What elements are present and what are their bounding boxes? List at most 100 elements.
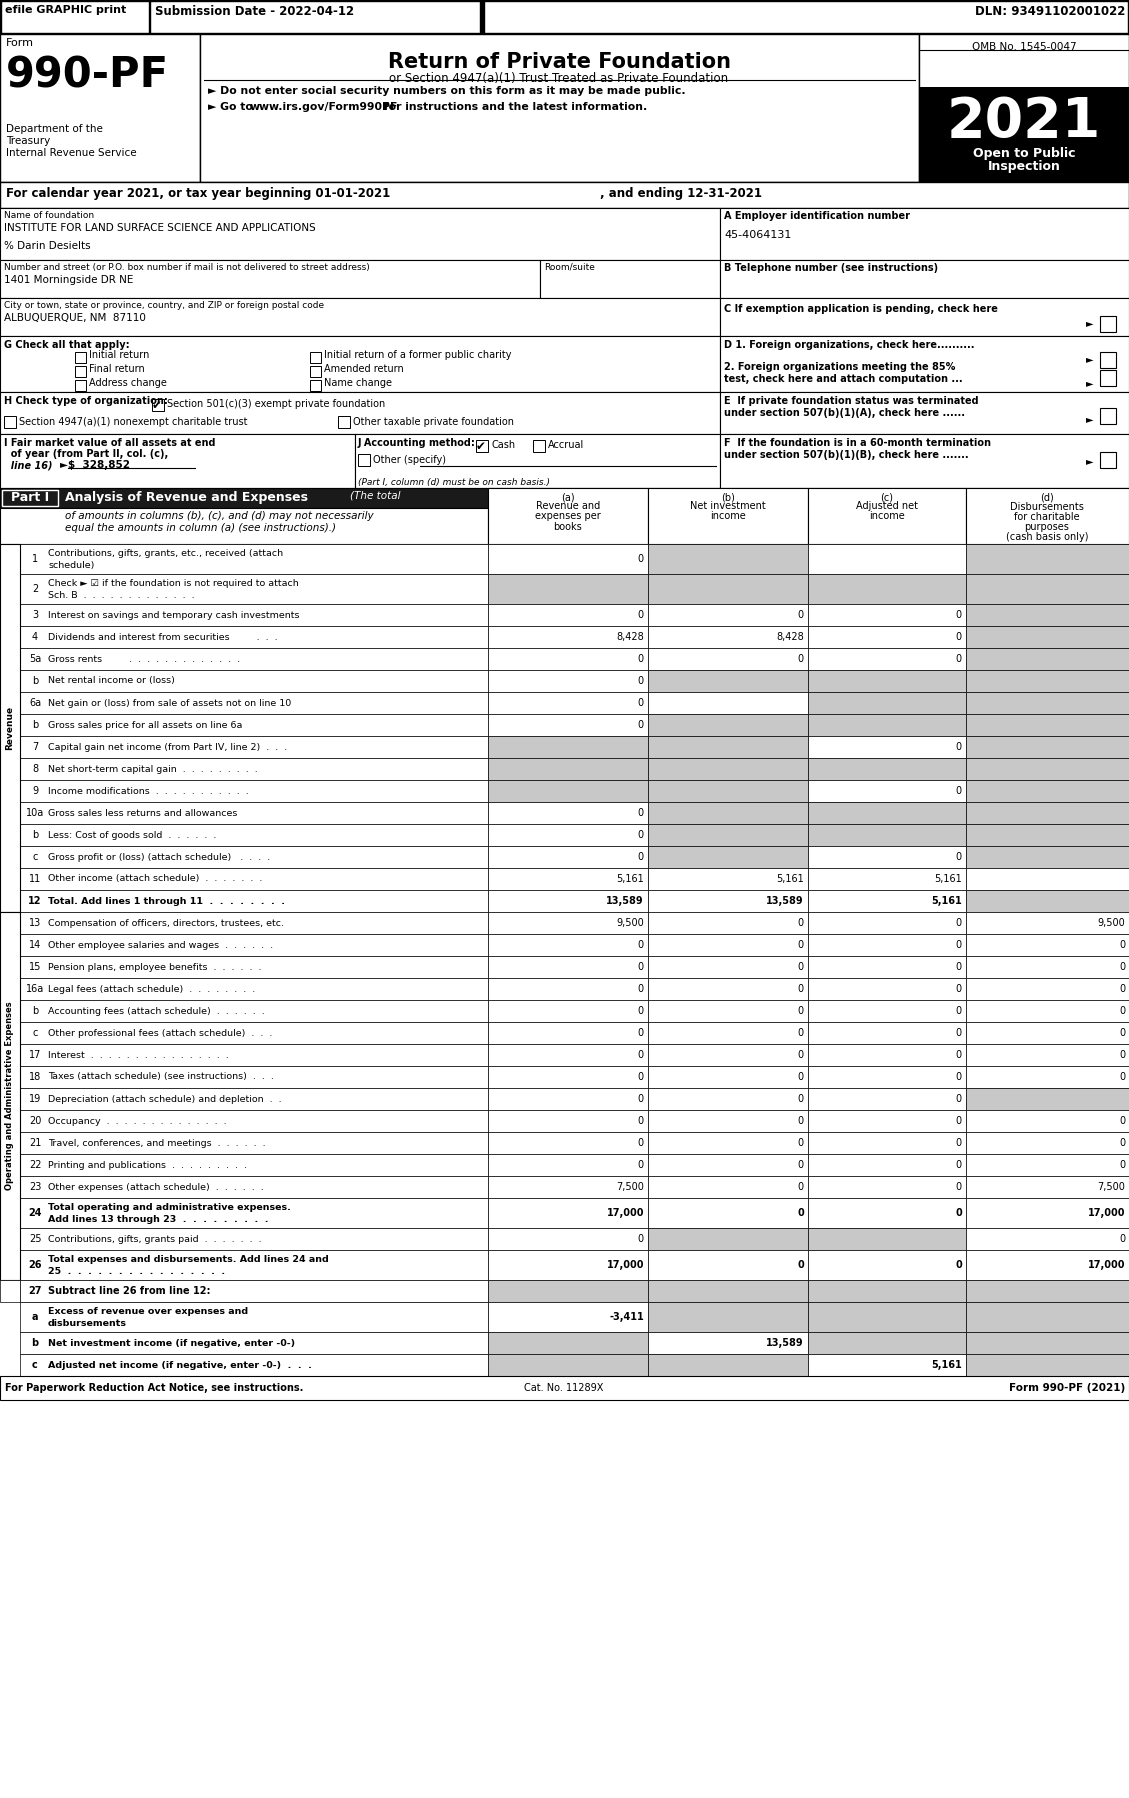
Bar: [966, 735, 1129, 759]
Bar: [648, 912, 808, 933]
Text: 0: 0: [798, 1138, 804, 1147]
Bar: [966, 1228, 1129, 1250]
Bar: [808, 1332, 966, 1354]
Bar: [919, 34, 1129, 182]
Bar: [966, 1332, 1129, 1354]
Text: Analysis of Revenue and Expenses: Analysis of Revenue and Expenses: [65, 491, 308, 503]
Text: 0: 0: [638, 610, 644, 620]
Text: 17,000: 17,000: [606, 1260, 644, 1269]
Text: 0: 0: [638, 831, 644, 840]
Bar: [488, 1154, 648, 1176]
Text: Name of foundation: Name of foundation: [5, 210, 94, 219]
Bar: [648, 714, 808, 735]
Bar: [0, 912, 20, 1280]
Bar: [966, 574, 1129, 604]
Text: 5,161: 5,161: [931, 895, 962, 906]
Bar: [20, 1154, 488, 1176]
Text: 1401 Morningside DR NE: 1401 Morningside DR NE: [5, 275, 133, 286]
Text: 0: 0: [1119, 984, 1124, 994]
Text: b: b: [32, 676, 38, 687]
Text: Printing and publications  .  .  .  .  .  .  .  .  .: Printing and publications . . . . . . . …: [49, 1160, 247, 1169]
Text: 11: 11: [29, 874, 41, 885]
Text: % Darin Desielts: % Darin Desielts: [5, 241, 90, 252]
Text: Inspection: Inspection: [988, 160, 1060, 173]
Text: 0: 0: [798, 984, 804, 994]
Bar: [20, 671, 488, 692]
Bar: [20, 735, 488, 759]
Bar: [20, 1302, 488, 1332]
Bar: [2, 491, 58, 505]
Text: 26: 26: [28, 1260, 42, 1269]
Text: 7: 7: [32, 743, 38, 752]
Bar: [488, 1176, 648, 1197]
Bar: [966, 847, 1129, 868]
Text: 0: 0: [798, 1028, 804, 1037]
Text: 0: 0: [956, 1181, 962, 1192]
Bar: [808, 978, 966, 1000]
Text: 7,500: 7,500: [1097, 1181, 1124, 1192]
Text: Contributions, gifts, grants paid  .  .  .  .  .  .  .: Contributions, gifts, grants paid . . . …: [49, 1235, 262, 1244]
Bar: [20, 957, 488, 978]
Text: Net investment income (if negative, enter -0-): Net investment income (if negative, ente…: [49, 1338, 295, 1347]
Bar: [966, 1154, 1129, 1176]
Text: Cat. No. 11289X: Cat. No. 11289X: [524, 1383, 604, 1393]
Text: Disbursements: Disbursements: [1010, 502, 1084, 512]
Bar: [20, 780, 488, 802]
Bar: [488, 1228, 648, 1250]
Bar: [648, 1197, 808, 1228]
Bar: [5, 415, 16, 428]
Text: Gross sales price for all assets on line 6a: Gross sales price for all assets on line…: [49, 721, 243, 730]
Text: Accrual: Accrual: [548, 441, 584, 450]
Text: 0: 0: [1119, 1050, 1124, 1061]
Bar: [648, 780, 808, 802]
Text: 8,428: 8,428: [777, 633, 804, 642]
Text: 45-4064131: 45-4064131: [724, 230, 791, 239]
Bar: [1100, 352, 1115, 369]
Bar: [966, 890, 1129, 912]
Text: b: b: [32, 831, 38, 840]
Text: ► Do not enter social security numbers on this form as it may be made public.: ► Do not enter social security numbers o…: [208, 86, 685, 95]
Text: Revenue: Revenue: [6, 707, 15, 750]
Bar: [966, 1197, 1129, 1228]
Bar: [1100, 451, 1115, 467]
Bar: [720, 209, 1129, 261]
Bar: [648, 1109, 808, 1133]
Text: ►: ►: [1086, 457, 1094, 466]
Bar: [20, 978, 488, 1000]
Text: Name change: Name change: [324, 378, 392, 388]
Bar: [648, 647, 808, 671]
Bar: [966, 868, 1129, 890]
Text: (c): (c): [881, 493, 893, 502]
Bar: [966, 714, 1129, 735]
Text: 17: 17: [29, 1050, 41, 1061]
Bar: [20, 574, 488, 604]
Text: Add lines 13 through 23  .  .  .  .  .  .  .  .  .: Add lines 13 through 23 . . . . . . . . …: [49, 1215, 269, 1224]
Bar: [648, 1088, 808, 1109]
Text: ALBUQUERQUE, NM  87110: ALBUQUERQUE, NM 87110: [5, 313, 146, 324]
Text: 0: 0: [638, 852, 644, 861]
Text: 0: 0: [956, 633, 962, 642]
Text: E  If private foundation status was terminated: E If private foundation status was termi…: [724, 396, 979, 406]
Text: Initial return of a former public charity: Initial return of a former public charit…: [324, 351, 511, 360]
Text: 13,589: 13,589: [767, 895, 804, 906]
Text: INSTITUTE FOR LAND SURFACE SCIENCE AND APPLICATIONS: INSTITUTE FOR LAND SURFACE SCIENCE AND A…: [5, 223, 316, 234]
Text: 13,589: 13,589: [606, 895, 644, 906]
Text: 17,000: 17,000: [606, 1208, 644, 1217]
Text: 25: 25: [28, 1233, 42, 1244]
Text: For Paperwork Reduction Act Notice, see instructions.: For Paperwork Reduction Act Notice, see …: [5, 1383, 304, 1393]
Bar: [966, 1109, 1129, 1133]
Bar: [338, 415, 350, 428]
Text: Operating and Administrative Expenses: Operating and Administrative Expenses: [6, 1001, 15, 1190]
Bar: [808, 1066, 966, 1088]
Bar: [808, 823, 966, 847]
Bar: [488, 671, 648, 692]
Text: of year (from Part II, col. (c),: of year (from Part II, col. (c),: [5, 450, 168, 458]
Text: 0: 0: [955, 1260, 962, 1269]
Text: 0: 0: [955, 1208, 962, 1217]
Bar: [648, 692, 808, 714]
Text: 0: 0: [956, 852, 962, 861]
Bar: [648, 1176, 808, 1197]
Text: 0: 0: [956, 743, 962, 752]
Bar: [648, 1154, 808, 1176]
Bar: [0, 1280, 20, 1302]
